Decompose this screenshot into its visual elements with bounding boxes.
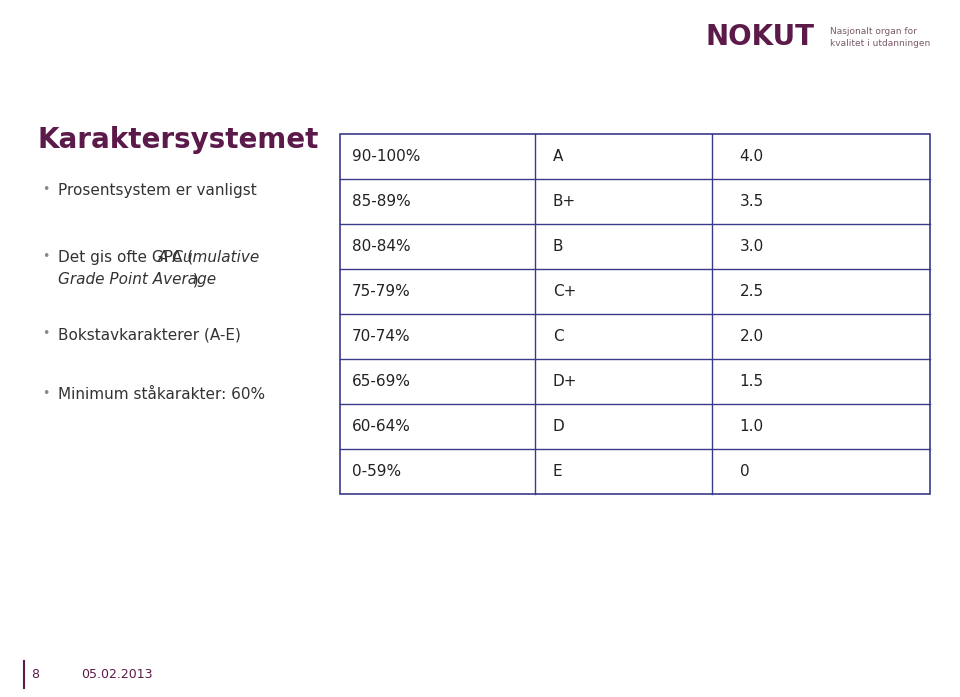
Text: 70-74%: 70-74% <box>352 329 411 344</box>
Text: B: B <box>553 239 564 254</box>
Text: B+: B+ <box>553 194 576 209</box>
Text: 1.0: 1.0 <box>740 419 764 434</box>
Text: D: D <box>553 419 564 434</box>
Text: ): ) <box>188 273 199 287</box>
Text: •: • <box>42 387 49 400</box>
Text: 3.5: 3.5 <box>740 194 764 209</box>
Text: •: • <box>42 183 49 196</box>
Text: 2.0: 2.0 <box>740 329 764 344</box>
Text: A Cumulative: A Cumulative <box>158 250 260 265</box>
Text: •: • <box>42 327 49 340</box>
Text: 1.5: 1.5 <box>740 374 764 389</box>
Text: Prosentsystem er vanligst: Prosentsystem er vanligst <box>58 183 256 198</box>
FancyBboxPatch shape <box>340 135 930 494</box>
Text: 0-59%: 0-59% <box>352 464 401 479</box>
Text: Nasjonalt organ for
kvalitet i utdanningen: Nasjonalt organ for kvalitet i utdanning… <box>830 26 930 48</box>
Text: C: C <box>553 329 564 344</box>
Text: D+: D+ <box>553 374 577 389</box>
Text: 90-100%: 90-100% <box>352 149 420 164</box>
Text: 2.5: 2.5 <box>740 284 764 299</box>
Text: 85-89%: 85-89% <box>352 194 411 209</box>
Text: 8: 8 <box>31 668 38 681</box>
Text: 05.02.2013: 05.02.2013 <box>82 668 153 681</box>
Text: 4.0: 4.0 <box>740 149 764 164</box>
Text: Det gis ofte GPA (: Det gis ofte GPA ( <box>58 250 193 265</box>
Text: 65-69%: 65-69% <box>352 374 411 389</box>
Text: 80-84%: 80-84% <box>352 239 411 254</box>
Text: 0: 0 <box>740 464 750 479</box>
Text: Karaktersystemet: Karaktersystemet <box>38 126 320 154</box>
Text: 75-79%: 75-79% <box>352 284 411 299</box>
Text: A: A <box>553 149 564 164</box>
Text: Grade Point Average: Grade Point Average <box>58 273 216 287</box>
Text: Bokstavkarakterer (A-E): Bokstavkarakterer (A-E) <box>58 327 241 342</box>
Text: E: E <box>553 464 563 479</box>
Text: •: • <box>42 250 49 263</box>
Text: 3.0: 3.0 <box>740 239 764 254</box>
Text: C+: C+ <box>553 284 576 299</box>
Text: Minimum ståkarakter: 60%: Minimum ståkarakter: 60% <box>58 387 265 402</box>
Text: 60-64%: 60-64% <box>352 419 411 434</box>
Text: NOKUT: NOKUT <box>706 23 815 52</box>
